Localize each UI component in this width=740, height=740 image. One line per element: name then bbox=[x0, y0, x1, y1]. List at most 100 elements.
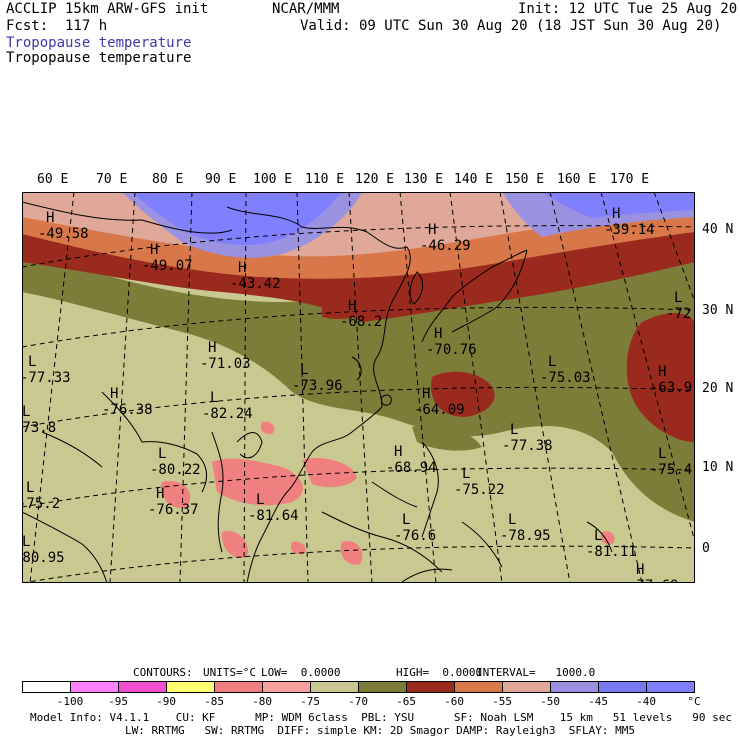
legend-swatch bbox=[646, 681, 695, 693]
marker-value: -76.37 bbox=[148, 502, 199, 518]
lon-label-1: 70 E bbox=[96, 172, 128, 187]
legend-swatch bbox=[550, 681, 599, 693]
legend-tick-label: -80 bbox=[252, 695, 272, 708]
legend-swatch bbox=[166, 681, 215, 693]
lon-label-5: 110 E bbox=[305, 172, 345, 187]
marker-value: -82.24 bbox=[202, 406, 253, 422]
marker-symbol: L bbox=[462, 466, 470, 482]
marker-value: -68.94 bbox=[386, 460, 437, 476]
lon-label-10: 160 E bbox=[557, 172, 597, 187]
marker-value: -73.8 bbox=[22, 420, 56, 436]
lat-label-4: 0 bbox=[702, 541, 710, 556]
marker-value: -49.07 bbox=[142, 258, 193, 274]
marker-value: -63.9 bbox=[650, 380, 692, 396]
marker-value: -46.29 bbox=[420, 238, 471, 254]
band-blue bbox=[132, 192, 695, 246]
marker-symbol: H bbox=[658, 364, 666, 380]
interval-label: INTERVAL= 1000.0 bbox=[476, 666, 596, 679]
model-info-line-2: LW: RRTMG SW: RRTMG DIFF: simple KM: 2D … bbox=[125, 724, 635, 737]
marker-value: -78.95 bbox=[500, 528, 551, 544]
marker-symbol: H bbox=[636, 562, 644, 578]
marker-value: -77.69 bbox=[628, 578, 679, 583]
marker-symbol: H bbox=[612, 206, 620, 222]
map-frame bbox=[22, 192, 695, 583]
marker-symbol: L bbox=[26, 480, 34, 496]
marker-symbol: L bbox=[28, 354, 36, 370]
marker-value: -81.64 bbox=[248, 508, 299, 524]
marker-symbol: H bbox=[348, 298, 356, 314]
lon-label-4: 100 E bbox=[253, 172, 293, 187]
legend-tick-label: -70 bbox=[348, 695, 368, 708]
red-patch-china bbox=[322, 299, 382, 319]
marker-symbol: L bbox=[256, 492, 264, 508]
marker-value: -73.96 bbox=[292, 378, 343, 394]
legend-tick-label: -90 bbox=[156, 695, 176, 708]
marker-value: -39.14 bbox=[604, 222, 655, 238]
marker-value: -71.03 bbox=[200, 356, 251, 372]
dark-olive-band bbox=[22, 230, 695, 522]
marker-symbol: H bbox=[208, 340, 216, 356]
legend-swatch bbox=[502, 681, 551, 693]
marker-symbol: H bbox=[238, 260, 246, 276]
red-patch-pacific bbox=[431, 371, 495, 417]
lat-label-0: 40 N bbox=[702, 222, 734, 237]
marker-symbol: L bbox=[22, 534, 30, 550]
marker-symbol: H bbox=[434, 326, 442, 342]
org-label: NCAR/MMM bbox=[272, 1, 340, 17]
lon-label-11: 170 E bbox=[610, 172, 650, 187]
legend-swatch bbox=[214, 681, 263, 693]
marker-symbol: H bbox=[428, 222, 436, 238]
field-title-1: Tropopause temperature bbox=[6, 35, 192, 51]
marker-value: -76.38 bbox=[102, 402, 153, 418]
marker-value: -68.2 bbox=[340, 314, 382, 330]
marker-symbol: L bbox=[210, 390, 218, 406]
marker-symbol: H bbox=[110, 386, 118, 402]
units-label: UNITS=°C bbox=[203, 666, 256, 679]
legend-tick-label: -85 bbox=[204, 695, 224, 708]
marker-value: -80.22 bbox=[150, 462, 201, 478]
model-title: ACCLIP 15km ARW-GFS init bbox=[6, 1, 209, 17]
marker-value: -75.22 bbox=[454, 482, 505, 498]
legend-tick-label: -100 bbox=[56, 695, 84, 708]
dark-olive-sea bbox=[412, 424, 695, 482]
legend-tick-label: -75 bbox=[300, 695, 320, 708]
low-label: LOW= 0.0000 bbox=[261, 666, 341, 679]
legend-swatch bbox=[262, 681, 311, 693]
legend-swatch bbox=[358, 681, 407, 693]
marker-symbol: L bbox=[510, 422, 518, 438]
marker-value: -70.76 bbox=[426, 342, 477, 358]
legend-tick-label: °C bbox=[687, 695, 701, 708]
marker-symbol: L bbox=[402, 512, 410, 528]
marker-symbol: L bbox=[594, 528, 602, 544]
marker-value: -75.4 bbox=[650, 462, 692, 478]
lon-label-9: 150 E bbox=[505, 172, 545, 187]
pressure-markers: H-49.58H-49.07 H-43.42H-46.29H-39.14L-72H… bbox=[22, 206, 692, 583]
marker-value: -75.2 bbox=[22, 496, 60, 512]
lon-label-2: 80 E bbox=[152, 172, 184, 187]
marker-symbol: H bbox=[156, 486, 164, 502]
marker-symbol: L bbox=[674, 290, 682, 306]
forecast-hour: Fcst: 117 h bbox=[6, 18, 108, 34]
marker-symbol: H bbox=[394, 444, 402, 460]
legend-swatch bbox=[70, 681, 119, 693]
legend-swatch bbox=[598, 681, 647, 693]
model-info-line-1: Model Info: V4.1.1 CU: KF MP: WDM 6class… bbox=[30, 711, 732, 724]
marker-symbol: H bbox=[422, 386, 430, 402]
lon-label-8: 140 E bbox=[454, 172, 494, 187]
marker-symbol: L bbox=[158, 446, 166, 462]
marker-symbol: H bbox=[46, 210, 54, 226]
legend-tick-label: -60 bbox=[444, 695, 464, 708]
init-time: Init: 12 UTC Tue 25 Aug 20 bbox=[518, 1, 738, 17]
marker-symbol: L bbox=[548, 354, 556, 370]
contours-label: CONTOURS: bbox=[133, 666, 193, 679]
legend-swatch bbox=[406, 681, 455, 693]
marker-value: -80.95 bbox=[22, 550, 65, 566]
legend-swatch bbox=[22, 681, 71, 693]
marker-symbol: L bbox=[300, 362, 308, 378]
tropopause-temperature-map: H-49.58H-49.07 H-43.42H-46.29H-39.14L-72H… bbox=[22, 192, 695, 583]
valid-time: Valid: 09 UTC Sun 30 Aug 20 (18 JST Sun … bbox=[300, 18, 722, 34]
marker-value: -43.42 bbox=[230, 276, 281, 292]
marker-symbol: L bbox=[658, 446, 666, 462]
graticule bbox=[22, 192, 695, 583]
lat-label-3: 10 N bbox=[702, 460, 734, 475]
